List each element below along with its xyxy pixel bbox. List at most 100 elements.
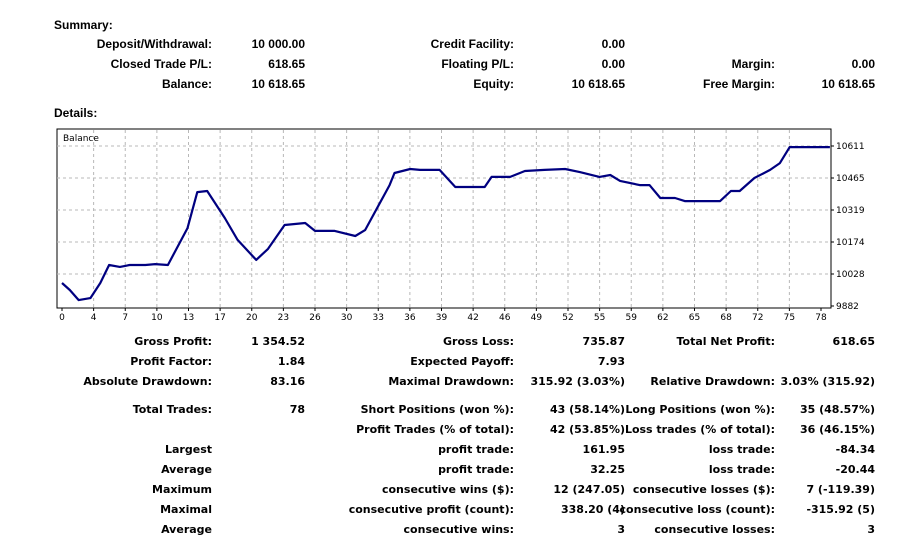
x-tick-label: 26: [309, 313, 321, 323]
details-label-2: consecutive wins:: [403, 523, 514, 536]
details-label-2: consecutive profit (count):: [348, 503, 514, 516]
x-tick-label: 7: [122, 313, 128, 323]
x-tick-label: 10: [151, 313, 163, 323]
details-label-3: Relative Drawdown:: [650, 375, 775, 388]
details-label-2: profit trade:: [438, 463, 514, 476]
summary-value-2: 0.00: [601, 57, 625, 71]
x-tick-label: 52: [562, 313, 573, 323]
details-label-2: Expected Payoff:: [410, 355, 514, 368]
y-tick-label: 10319: [836, 206, 865, 216]
x-tick-label: 42: [467, 313, 478, 323]
summary-label-2: Floating P/L:: [441, 57, 514, 71]
details-label-3: consecutive losses:: [654, 523, 775, 536]
details-value-1: 83.16: [270, 375, 305, 388]
details-value-3: -315.92 (5): [806, 503, 875, 516]
x-tick-label: 0: [59, 313, 65, 323]
y-tick-label: 10465: [836, 174, 865, 184]
details-value-3: 3.03% (315.92): [780, 375, 876, 388]
x-tick-label: 65: [689, 313, 700, 323]
summary-label-2: Credit Facility:: [430, 37, 514, 51]
details-value-3: 618.65: [832, 335, 875, 348]
summary-value-1: 618.65: [268, 57, 305, 71]
summary-value-3: 10 618.65: [821, 77, 875, 91]
summary-label-3: Free Margin:: [702, 77, 775, 91]
plot-area: [56, 128, 832, 309]
x-tick-label: 39: [436, 313, 448, 323]
summary-label-3: Margin:: [731, 57, 775, 71]
summary-label-2: Equity:: [473, 77, 514, 91]
summary-label-1: Closed Trade P/L:: [110, 57, 212, 71]
details-label-1: Gross Profit:: [134, 335, 212, 348]
balance-chart: Balance 0 4 7 10 13 17 20 23 26 30 33 36 39 42 46 49 52 5…: [56, 128, 865, 323]
x-tick-label: 68: [720, 313, 732, 323]
x-tick-label: 20: [246, 313, 258, 323]
details-value-2: 12 (247.05): [553, 483, 625, 496]
details-value-2: 43 (58.14%): [549, 403, 625, 416]
details-row: Total Trades: 78 Short Positions (won %): 4…: [0, 403, 917, 419]
details-value-3: 35 (48.57%): [799, 403, 875, 416]
details-label-2: profit trade:: [438, 443, 514, 456]
x-tick-label: 23: [278, 313, 289, 323]
details-value-3: 3: [867, 523, 875, 536]
details-value-2: 3: [617, 523, 625, 536]
x-tick-label: 13: [183, 313, 194, 323]
summary-label-1: Deposit/Withdrawal:: [96, 37, 212, 51]
summary-row: Deposit/Withdrawal: 10 000.00 Credit Facil…: [0, 37, 917, 53]
details-row: Maximal consecutive profit (count): 338.20…: [0, 503, 917, 519]
details-label-2: Maximal Drawdown:: [388, 375, 514, 388]
details-label-2: Gross Loss:: [443, 335, 514, 348]
details-value-3: 7 (-119.39): [806, 483, 875, 496]
details-row: Largest profit trade: 161.95 loss trade: -84…: [0, 443, 917, 459]
details-value-2: 42 (53.85%): [549, 423, 625, 436]
summary-heading: Summary:: [54, 18, 113, 32]
details-label-3: Total Net Profit:: [676, 335, 776, 348]
summary-value-2: 10 618.65: [571, 77, 625, 91]
summary-label-1: Balance:: [161, 77, 212, 91]
summary-row: Closed Trade P/L: 618.65 Floating P/L: 0.00…: [0, 57, 917, 73]
x-tick-label: 59: [626, 313, 638, 323]
summary-value-2: 0.00: [601, 37, 625, 51]
details-value-3: 36 (46.15%): [799, 423, 875, 436]
details-value-3: -20.44: [835, 463, 875, 476]
x-tick-label: 17: [214, 313, 225, 323]
details-label-3: loss trade:: [708, 443, 775, 456]
details-row: Average profit trade: 32.25 loss trade: -20.…: [0, 463, 917, 479]
x-tick-label: 55: [594, 313, 605, 323]
x-tick-label: 36: [404, 313, 416, 323]
details-label-2: consecutive wins ($):: [381, 483, 514, 496]
y-tick-label: 10174: [836, 238, 865, 248]
balance-line: [61, 146, 830, 302]
y-tick-label: 10028: [836, 270, 865, 280]
details-value-3: -84.34: [835, 443, 875, 456]
details-label-1: Absolute Drawdown:: [83, 375, 212, 388]
x-tick-label: 33: [373, 313, 384, 323]
summary-value-1: 10 000.00: [251, 37, 305, 51]
details-label-3: consecutive losses ($):: [632, 483, 775, 496]
details-value-2: 735.87: [582, 335, 625, 348]
details-value-2: 32.25: [590, 463, 625, 476]
details-label-1: Maximum: [152, 483, 212, 496]
details-row: Profit Trades (% of total): 42 (53.85%) Lo…: [0, 423, 917, 439]
details-label-1: Largest: [165, 443, 212, 456]
details-label-3: Long Positions (won %):: [625, 403, 775, 416]
x-tick-label: 4: [91, 313, 97, 323]
details-row: Maximum consecutive wins ($): 12 (247.05) c…: [0, 483, 917, 499]
details-label-1: Profit Factor:: [130, 355, 212, 368]
details-label-1: Maximal: [160, 503, 212, 516]
x-tick-label: 30: [341, 313, 353, 323]
details-value-1: 1.84: [277, 355, 305, 368]
details-label-1: Average: [161, 463, 212, 476]
x-tick-label: 62: [657, 313, 668, 323]
details-value-2: 7.93: [597, 355, 625, 368]
x-tick-label: 46: [499, 313, 511, 323]
details-label-3: loss trade:: [708, 463, 775, 476]
details-label-2: Profit Trades (% of total):: [356, 423, 514, 436]
summary-row: Balance: 10 618.65 Equity: 10 618.65 Free Ma…: [0, 77, 917, 93]
details-row: Average consecutive wins: 3 consecutive los…: [0, 523, 917, 539]
details-value-1: 1 354.52: [251, 335, 305, 348]
details-label-2: Short Positions (won %):: [360, 403, 514, 416]
details-value-1: 78: [289, 403, 305, 416]
details-value-2: 161.95: [582, 443, 625, 456]
details-label-1: Total Trades:: [132, 403, 212, 416]
details-label-1: Average: [161, 523, 212, 536]
